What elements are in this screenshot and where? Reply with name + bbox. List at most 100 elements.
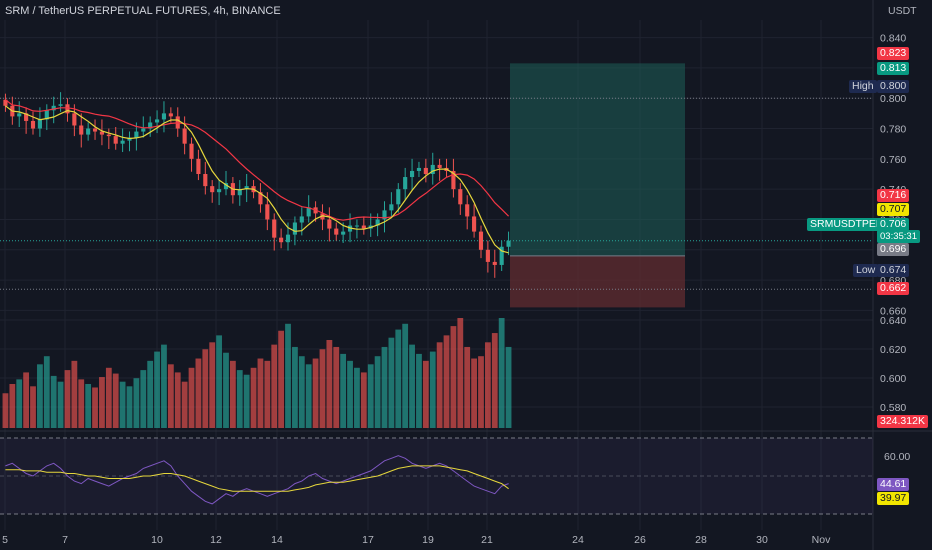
volume-bar	[181, 381, 188, 428]
time-tick-label: 5	[2, 534, 8, 546]
candle-body	[237, 189, 242, 196]
volume-bar	[354, 367, 360, 428]
volume-bar	[285, 323, 291, 428]
candle-body	[492, 261, 497, 265]
volume-bar	[395, 329, 402, 428]
candle-body	[30, 120, 36, 129]
volume-bar	[105, 367, 112, 428]
ma-slow-line	[5, 99, 510, 221]
volume-bar	[388, 337, 395, 428]
volume-bar	[491, 333, 498, 428]
volume-bar	[167, 364, 174, 428]
rsi-upper-tick: 60.00	[884, 451, 911, 463]
candle-body	[403, 177, 408, 190]
volume-bar	[374, 356, 381, 428]
symbol-tag: SRMUSDTPERP	[807, 218, 894, 231]
volume-bar	[416, 353, 422, 428]
time-tick-label: 17	[362, 534, 374, 546]
candle-body	[279, 237, 284, 243]
volume-bar	[264, 360, 271, 428]
candle-body	[354, 225, 359, 227]
time-tick-label: 12	[210, 534, 222, 546]
ma-fast-line	[5, 105, 509, 254]
candle-body	[244, 186, 249, 190]
volume-bar	[505, 346, 512, 428]
candle-body	[189, 143, 194, 159]
volume-bar	[50, 375, 57, 428]
candle-body	[44, 110, 49, 120]
volume-bar	[154, 351, 160, 428]
candle-body	[410, 170, 415, 178]
volume-bar	[236, 370, 243, 428]
candle-body	[168, 113, 173, 117]
volume-bar	[257, 358, 264, 428]
volume-bar	[209, 342, 216, 428]
volume-bar	[16, 379, 23, 428]
time-tick-label: 7	[62, 534, 68, 546]
long-stop-zone	[510, 255, 685, 308]
volume-bar	[43, 356, 50, 428]
time-tick-label: Nov	[812, 534, 831, 546]
volume-bar	[140, 370, 147, 428]
candle-body	[292, 222, 297, 235]
volume-bar	[298, 356, 305, 428]
candle-body	[51, 105, 56, 111]
volume-bar	[133, 378, 140, 428]
candle-body	[99, 131, 104, 135]
candle-body	[478, 231, 484, 250]
low-label: Low	[853, 264, 879, 277]
volume-bar	[229, 360, 236, 428]
volume-bar	[64, 370, 71, 428]
candle-body	[465, 204, 470, 217]
price-tick-label: 0.800	[880, 93, 906, 105]
volume-bar	[99, 377, 105, 428]
candle-body	[217, 189, 222, 193]
candle-body	[485, 249, 490, 262]
long-target-zone	[510, 63, 685, 256]
volume-bar	[188, 367, 195, 428]
candle-body	[272, 219, 277, 238]
volume-bar	[360, 372, 367, 428]
last-price-tag: 0.706	[877, 218, 910, 231]
time-tick-label: 26	[634, 534, 646, 546]
high-label: High	[849, 80, 877, 93]
price-tick-label: 0.600	[880, 373, 906, 385]
candle-body	[382, 210, 387, 220]
price-tick-label: 0.640	[880, 315, 906, 327]
volume-bar	[381, 346, 388, 428]
candle-body	[182, 128, 187, 144]
volume-bar	[484, 342, 491, 428]
volume-bar	[429, 351, 436, 428]
target-top-tag: 0.823	[877, 47, 910, 60]
candle-body	[3, 99, 8, 106]
price-tick-label: 0.660	[880, 305, 906, 317]
volume-bar	[57, 381, 64, 428]
volume-bar	[202, 349, 209, 428]
volume-bar	[422, 360, 429, 428]
candle-body	[141, 128, 146, 132]
countdown-tag: 03:35:31	[877, 230, 920, 243]
candle-body	[37, 119, 42, 129]
volume-bar	[278, 330, 285, 428]
price-tick-label: 0.780	[880, 124, 906, 136]
price-tick-label: 0.580	[880, 402, 906, 414]
volume-bar	[174, 372, 181, 428]
ma-fast-tag: 0.707	[877, 203, 910, 216]
candle-body	[24, 113, 29, 121]
candle-body	[161, 113, 167, 120]
candle-body	[285, 234, 291, 243]
candle-body	[148, 122, 153, 129]
volume-bar	[464, 346, 471, 428]
volume-bar	[112, 373, 119, 428]
candle-body	[65, 104, 70, 114]
volume-bar	[326, 340, 333, 428]
candle-body	[458, 189, 463, 205]
candle-body	[258, 192, 263, 205]
volume-bar	[195, 358, 202, 428]
volume-bar	[147, 360, 154, 428]
rsi-ma-line	[5, 465, 509, 492]
volume-bar	[71, 360, 78, 428]
candle-body	[437, 164, 442, 168]
